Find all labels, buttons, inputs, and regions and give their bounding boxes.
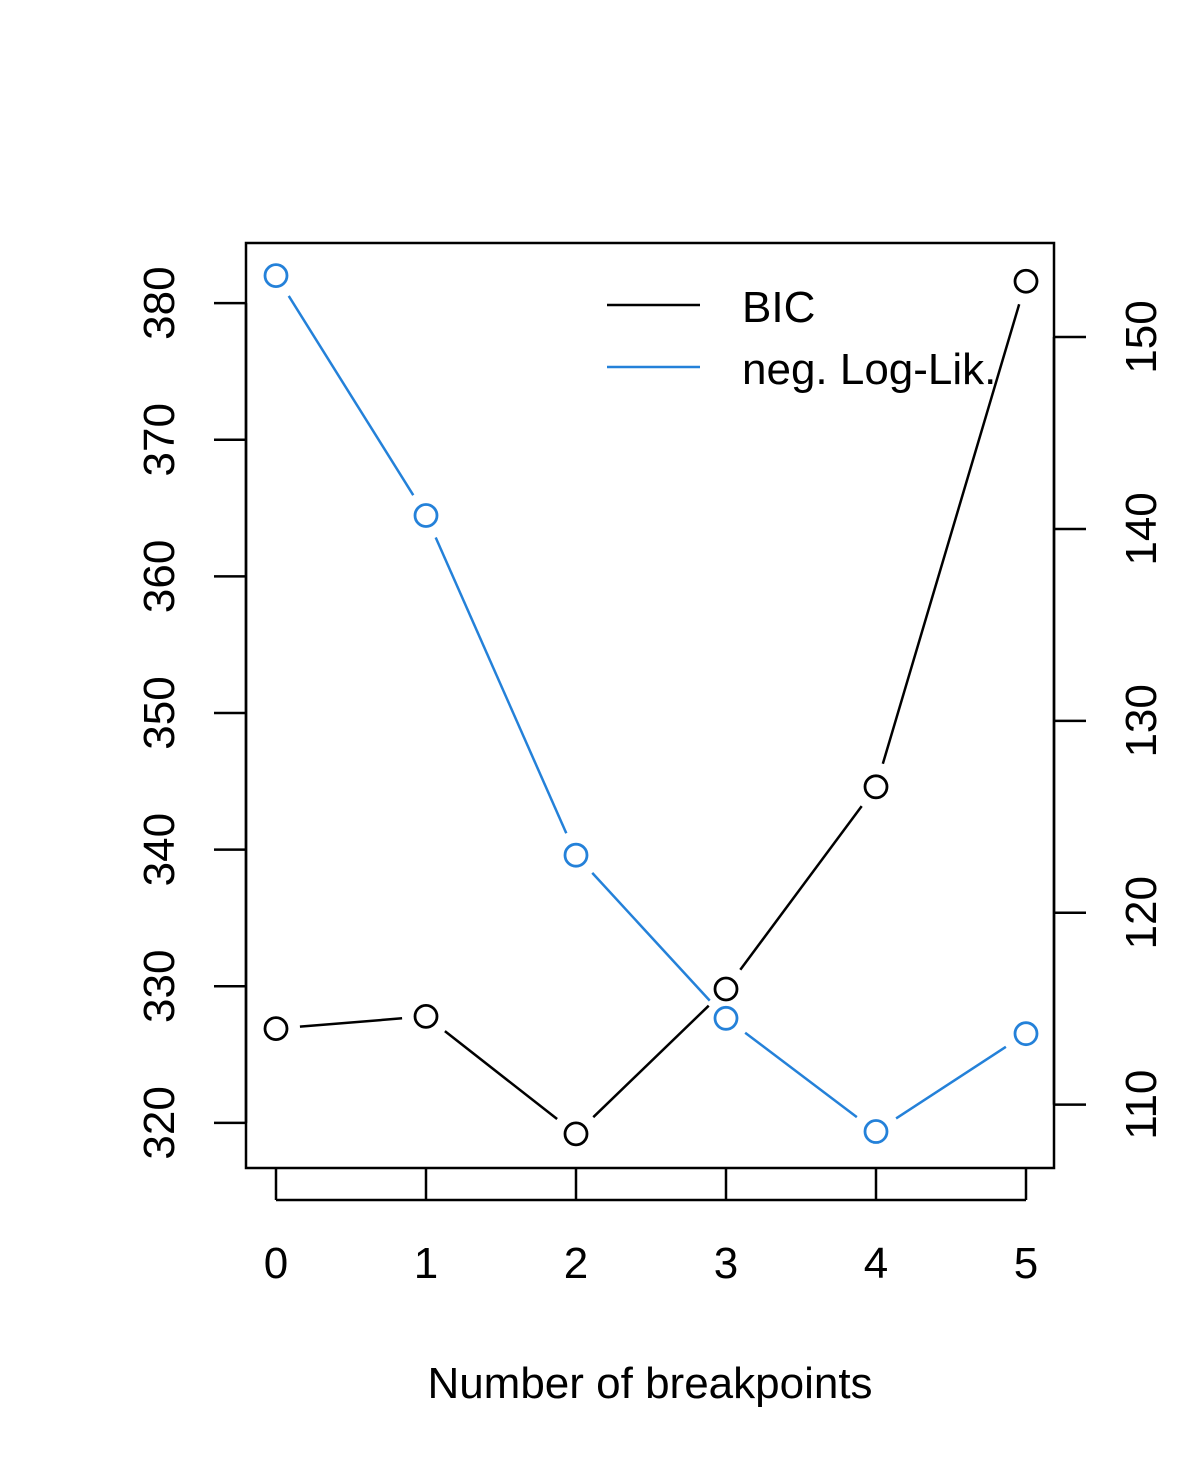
y-right-tick-label-120: 120 (1117, 876, 1166, 949)
y-left-tick-label-370: 370 (135, 403, 184, 476)
series-bic-point-2 (563, 1121, 589, 1147)
series-neg-log-lik-point-5 (1013, 1021, 1039, 1047)
series-neg-log-lik-point-4 (863, 1119, 889, 1144)
y-left-tick-label-360: 360 (135, 540, 184, 613)
series-neg-log-lik-segment-0 (287, 295, 415, 496)
y-left-tick-label-320: 320 (135, 1086, 184, 1159)
y-left-axis: 320 330 340 350 360 370 380 (135, 266, 248, 1160)
x-tick-label-1: 1 (414, 1239, 438, 1288)
series-bic-point-0 (263, 1016, 289, 1042)
series-bic-point-5 (1013, 268, 1039, 294)
series-bic-point-3 (713, 976, 739, 1002)
series-bic-segment-4 (881, 303, 1021, 765)
y-right-tick-label-110: 110 (1117, 1070, 1166, 1140)
series-neg-log-lik-point-0 (263, 263, 289, 289)
x-tick-label-0: 0 (264, 1239, 288, 1288)
x-tick-label-3: 3 (714, 1239, 738, 1288)
x-axis-title: Number of breakpoints (427, 1359, 872, 1408)
legend: BIC neg. Log-Lik. (607, 283, 996, 394)
y-right-axis: 110 120 130 140 150 (1052, 300, 1166, 1140)
y-right-tick-label-130: 130 (1117, 684, 1166, 757)
y-left-tick-label-350: 350 (135, 676, 184, 749)
y-right-tick-label-150: 150 (1117, 300, 1166, 373)
series-bic-segment-2 (592, 1004, 710, 1119)
series-neg-log-lik-point-3 (713, 1005, 739, 1031)
series-bic-segment-0 (299, 1017, 403, 1028)
x-tick-label-2: 2 (564, 1239, 588, 1288)
legend-label-neg-log-lik: neg. Log-Lik. (742, 345, 996, 394)
y-left-tick-label-340: 340 (135, 813, 184, 886)
series-neg-log-lik-segment-2 (591, 872, 711, 1002)
y-left-tick-label-380: 380 (135, 266, 184, 339)
x-axis: 0 1 2 3 4 5 (264, 1168, 1038, 1288)
series-neg-log-lik-point-1 (413, 503, 439, 528)
series-bic-segment-3 (739, 805, 863, 971)
series-layer (263, 263, 1039, 1147)
legend-label-bic: BIC (742, 283, 815, 332)
series-bic-segment-1 (444, 1030, 558, 1121)
series-bic-point-1 (413, 1003, 439, 1029)
series-neg-log-lik-segment-4 (895, 1045, 1007, 1120)
x-tick-label-4: 4 (864, 1239, 888, 1288)
series-neg-log-lik-segment-1 (434, 536, 568, 834)
y-left-tick-label-330: 330 (135, 950, 184, 1023)
series-bic-point-4 (863, 774, 889, 800)
y-right-tick-label-140: 140 (1117, 492, 1166, 565)
series-neg-log-lik-point-2 (563, 842, 589, 868)
series-neg-log-lik-segment-3 (744, 1031, 858, 1119)
x-tick-label-5: 5 (1014, 1239, 1038, 1288)
